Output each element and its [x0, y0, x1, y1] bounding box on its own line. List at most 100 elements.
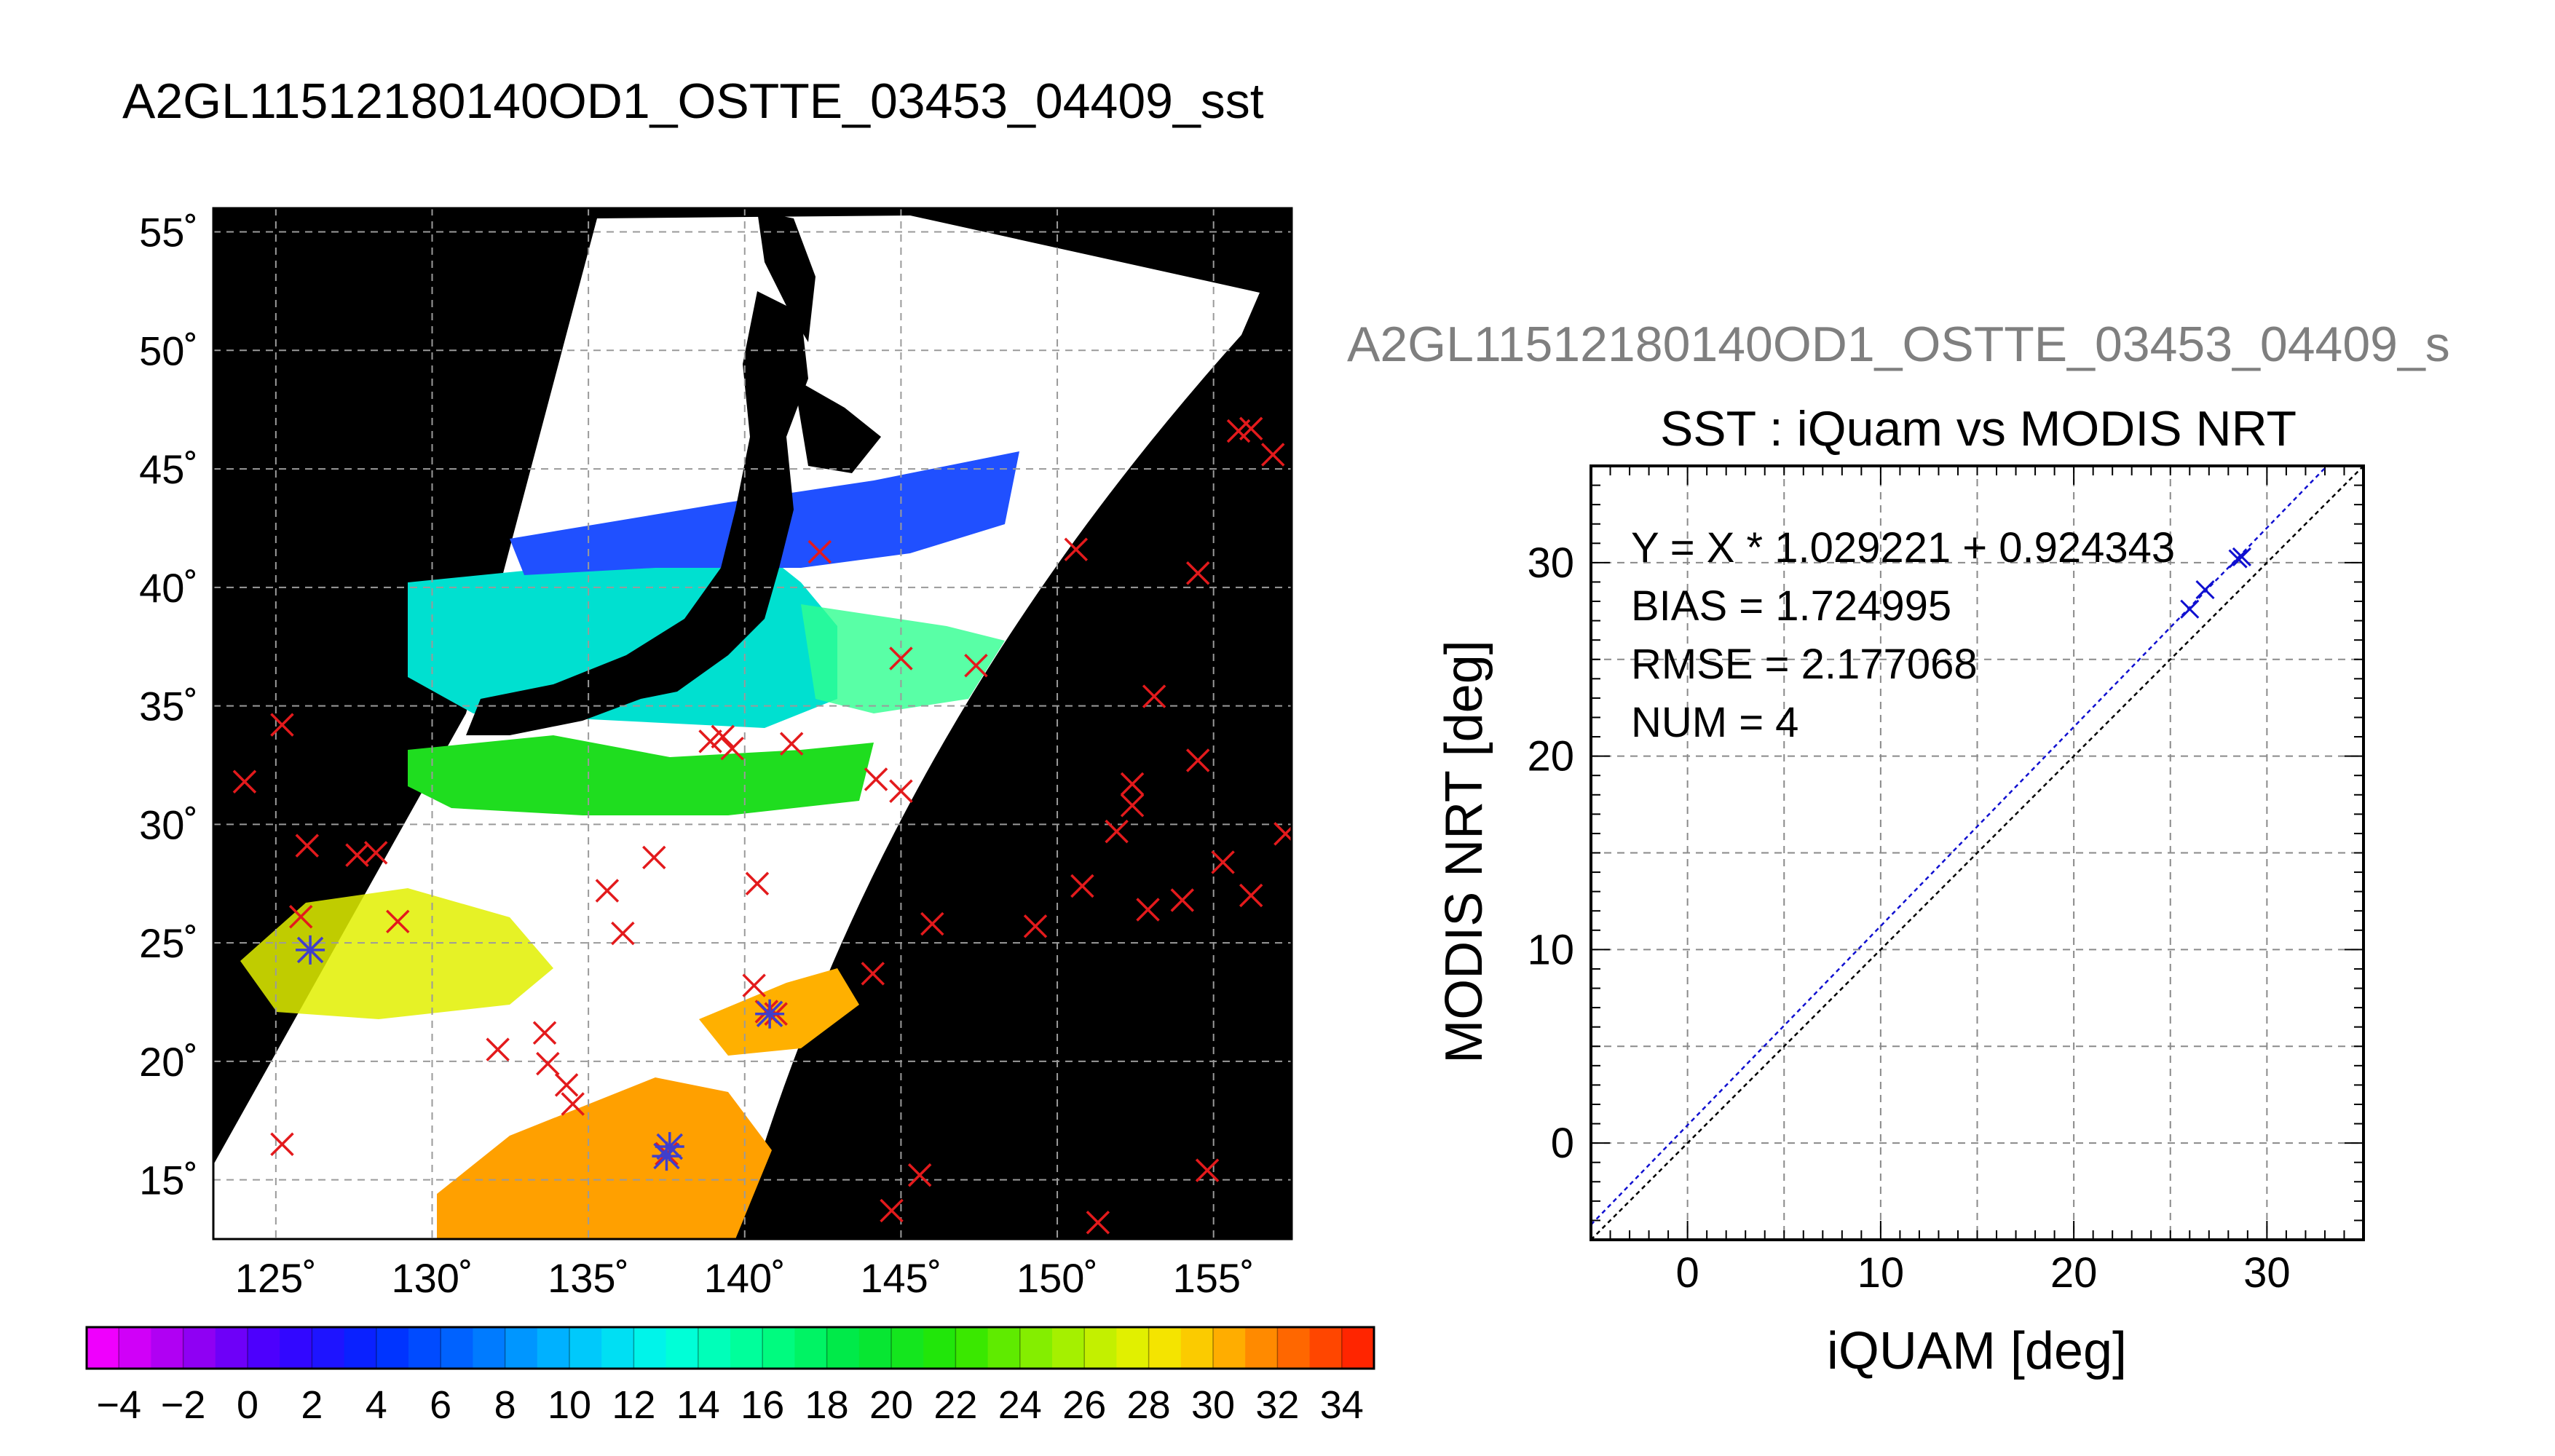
map-lat-ticklabel: 35˚ — [139, 684, 198, 729]
iquam-marker-stroke-b — [1064, 537, 1089, 561]
iquam-marker — [1142, 684, 1166, 708]
stats-bias: BIAS = 1.724995 — [1631, 582, 1951, 630]
map-lat-ticklabel: 30˚ — [139, 802, 198, 847]
iquam-marker-stroke-b — [1261, 443, 1285, 467]
map-lon-ticklabel: 140˚ — [704, 1255, 786, 1301]
map-lon-ticklabel: 130˚ — [391, 1255, 473, 1301]
colorbar-block — [505, 1327, 538, 1369]
scatter-point — [2180, 599, 2200, 619]
match-marker-plus — [296, 935, 325, 965]
colorbar-block — [762, 1327, 795, 1369]
colorbar-block — [473, 1327, 506, 1369]
scatter-y-ticklabel: 30 — [1527, 539, 1574, 587]
scatter-point — [2228, 549, 2248, 569]
iquam-marker-stroke-b — [232, 769, 257, 794]
iquam-marker-stroke-b — [1120, 772, 1145, 796]
iquam-marker-stroke-b — [1023, 914, 1048, 938]
scatter-x-ticklabel: 30 — [2243, 1249, 2291, 1297]
sst-field-warm-south — [437, 1077, 772, 1239]
sst-field-green — [408, 735, 874, 815]
iquam-marker — [611, 921, 635, 946]
iquam-marker — [889, 779, 913, 804]
iquam-marker-stroke-b — [1239, 883, 1263, 908]
iquam-marker-stroke-b — [1211, 850, 1235, 874]
iquam-marker — [270, 713, 294, 737]
scatter-x-ticklabels: 0 10 20 30 — [1675, 1249, 2290, 1297]
iquam-marker — [1070, 874, 1094, 898]
scatter-point-stroke-b — [2195, 580, 2215, 600]
map-lat-ticklabel: 15˚ — [139, 1158, 198, 1203]
iquam-marker-stroke-b — [1086, 1210, 1110, 1235]
stats-fit: Y = X * 1.029221 + 0.924343 — [1631, 524, 2175, 571]
iquam-marker — [345, 843, 369, 867]
iquam-marker-stroke-b — [554, 1073, 579, 1097]
iquam-marker — [1211, 850, 1235, 874]
map-lat-ticklabel: 55˚ — [139, 210, 198, 256]
colorbar-block — [923, 1327, 956, 1369]
colorbar-block — [955, 1327, 989, 1369]
colorbar-block — [569, 1327, 602, 1369]
iquam-marker — [1185, 561, 1210, 585]
colorbar-block — [344, 1327, 377, 1369]
iquam-marker — [486, 1037, 510, 1061]
scatter-xlabel: iQUAM [deg] — [1827, 1322, 2127, 1380]
map-title: A2GL11512180140OD1_OSTTE_03453_04409_sst — [122, 74, 1264, 129]
iquam-marker-stroke-b — [1239, 416, 1263, 440]
scatter-x-ticklabel: 20 — [2050, 1249, 2098, 1297]
iquam-marker-stroke-b — [270, 1132, 294, 1157]
iquam-marker-stroke-b — [536, 1051, 560, 1076]
iquam-marker-stroke-b — [1170, 888, 1194, 912]
colorbar-ticklabel: −4 — [96, 1383, 141, 1427]
iquam-marker-stroke-b — [861, 962, 885, 986]
iquam-marker — [1185, 748, 1210, 772]
iquam-marker-stroke-b — [1273, 826, 1292, 846]
scatter-title: SST : iQuam vs MODIS NRT — [1660, 401, 2297, 456]
iquam-marker-stroke-b — [742, 973, 766, 997]
colorbar-block — [441, 1327, 473, 1369]
land-hokkaido — [794, 379, 881, 473]
iquam-marker-stroke-b — [745, 871, 770, 895]
colorbar-block — [1148, 1327, 1182, 1369]
iquam-marker-stroke-b — [907, 1163, 932, 1187]
iquam-marker — [864, 767, 888, 791]
colorbar-block — [1116, 1327, 1150, 1369]
colorbar-block — [1277, 1327, 1311, 1369]
land-japan-main — [466, 291, 808, 735]
colorbar-block — [794, 1327, 828, 1369]
iquam-marker — [1120, 772, 1145, 796]
colorbar-ticklabel: 12 — [612, 1383, 655, 1427]
map-area — [213, 208, 1292, 1239]
iquam-marker-stroke-b — [698, 729, 722, 753]
iquam-marker — [1064, 537, 1089, 561]
colorbar-block — [1052, 1327, 1085, 1369]
colorbar-block — [408, 1327, 441, 1369]
scatter-point — [2195, 580, 2215, 600]
iquam-marker-stroke-b — [779, 732, 804, 756]
map-lat-ticklabel: 45˚ — [139, 446, 198, 492]
map-lon-ticklabel: 150˚ — [1016, 1255, 1098, 1301]
colorbar-ticklabel: 28 — [1127, 1383, 1171, 1427]
map-panel: A2GL11512180140OD1_OSTTE_03453_04409_sst — [85, 74, 1375, 1427]
scatter-point-stroke-b — [2228, 549, 2248, 569]
iquam-marker-stroke-b — [1120, 794, 1145, 818]
iquam-marker-stroke-b — [611, 921, 635, 946]
colorbar-ticklabel: 32 — [1255, 1383, 1299, 1427]
colorbar-ticklabels: −4 −2 0 2 4 6 8 10 12 14 16 18 20 22 24 26 28 30 32 34 — [96, 1327, 1364, 1427]
colorbar-block — [633, 1327, 667, 1369]
iquam-marker — [532, 1021, 557, 1045]
map-lat-ticklabel: 25˚ — [139, 920, 198, 966]
scatter-point-stroke-b — [2232, 547, 2251, 566]
scatter-x-ticklabel: 10 — [1857, 1249, 1905, 1297]
scatter-y-ticklabels: 0 10 20 30 — [1527, 539, 1574, 1167]
colorbar-block — [151, 1327, 184, 1369]
iquam-marker-stroke-b — [920, 911, 944, 936]
iquam-marker-stroke-b — [532, 1021, 557, 1045]
iquam-marker — [595, 879, 620, 903]
scatter-points — [2180, 547, 2251, 619]
iquam-marker-stroke-b — [288, 905, 313, 929]
iquam-marker — [554, 1073, 579, 1097]
map-gridlines — [213, 208, 1292, 1239]
scatter-point-stroke-b — [2180, 599, 2200, 619]
iquam-marker-stroke-b — [864, 767, 888, 791]
map-lon-ticklabel: 155˚ — [1173, 1255, 1255, 1301]
